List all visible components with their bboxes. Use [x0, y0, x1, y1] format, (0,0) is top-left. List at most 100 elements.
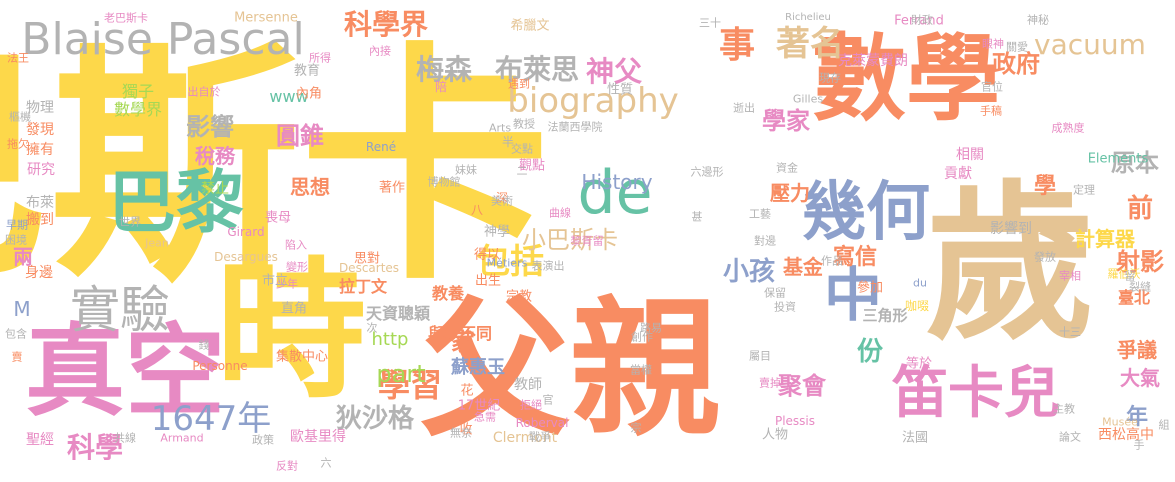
word-cloud-word: 交點	[511, 142, 533, 156]
word-cloud-word: 拒絕	[520, 398, 542, 412]
word-cloud-word: 半	[501, 135, 515, 149]
word-cloud-word: 屬目	[749, 349, 771, 363]
word-cloud-word: 賣掉	[759, 376, 781, 390]
word-cloud-word: History	[581, 170, 653, 194]
word-cloud-word: 早期	[6, 218, 28, 232]
word-cloud-word: 作品	[821, 254, 843, 268]
word-cloud-word: 歐基里得	[290, 429, 346, 445]
word-cloud-word: 保留	[764, 286, 786, 300]
word-cloud-word: 主教	[1053, 402, 1075, 416]
word-cloud-word: 臺北	[1117, 288, 1151, 307]
word-cloud-word: 時	[215, 245, 367, 419]
word-cloud-word: www	[269, 87, 309, 106]
word-cloud-word: 六	[320, 456, 332, 470]
word-cloud-word: 聖經	[26, 432, 54, 448]
word-cloud-word: 困境	[5, 233, 27, 247]
word-cloud-word: Richelieu	[785, 12, 831, 23]
word-cloud-word: 稅務	[195, 144, 235, 168]
word-cloud-word: Clermont	[492, 430, 558, 446]
word-cloud-word: du	[913, 276, 927, 290]
word-cloud-word: Plessis	[774, 414, 816, 428]
word-cloud-word: 喪母	[264, 210, 292, 226]
word-cloud-word: 原本	[1111, 149, 1159, 177]
word-cloud-word: 研究	[27, 162, 55, 178]
word-cloud-word: 市立	[261, 273, 289, 289]
word-cloud-word: 思想	[290, 175, 330, 199]
word-cloud-word: 羅伯沃	[1107, 267, 1141, 281]
word-cloud-word: 科學界	[343, 8, 429, 41]
word-cloud-word: 十三	[1059, 325, 1081, 339]
word-cloud-word: 真空	[25, 313, 225, 430]
word-cloud-word: 關愛	[1006, 40, 1028, 54]
word-cloud-word: 圓錐	[276, 122, 324, 150]
word-cloud-word: 拉丁文	[338, 277, 388, 296]
word-cloud-word: 人物	[761, 427, 789, 443]
word-cloud-word: 獨子	[121, 82, 155, 101]
word-cloud-word: 幾何	[802, 176, 930, 250]
word-cloud-word: 物理	[26, 100, 54, 116]
word-cloud-word: 三十	[699, 16, 721, 30]
word-cloud-word: 陪	[434, 80, 448, 94]
word-cloud-word: 得以	[473, 247, 501, 263]
word-cloud-word: 身邊	[25, 265, 53, 281]
word-cloud-word: 西松高中	[1098, 427, 1154, 443]
word-cloud-word: 擁有	[26, 142, 54, 158]
word-cloud-word: 變形	[286, 260, 308, 274]
word-cloud-word: 壓力	[770, 181, 810, 205]
word-cloud-word: 科學	[66, 431, 124, 464]
word-cloud-word: Métiers	[486, 256, 528, 270]
word-cloud-word: Descartes	[338, 261, 400, 275]
word-cloud-word: 財政	[911, 13, 933, 27]
word-cloud-word: 希臘文	[510, 18, 550, 34]
word-cloud-word: 神學	[483, 224, 511, 240]
word-cloud-word: 歲	[924, 166, 1096, 364]
word-cloud-word: 宗教	[505, 289, 533, 305]
word-cloud-word: 大氣	[1120, 366, 1160, 390]
word-cloud-word: 天資聰穎	[365, 304, 431, 323]
word-cloud-word: 無奈	[450, 426, 472, 440]
word-cloud-word: http	[371, 329, 409, 350]
word-cloud-word: Elements	[1087, 151, 1149, 167]
word-cloud-word: 克萊蒙費朗	[838, 53, 908, 69]
word-cloud-word: Jean	[145, 236, 169, 250]
word-cloud-word: 集散中心	[275, 349, 329, 365]
word-cloud-word: 等於	[905, 356, 933, 372]
word-cloud-word: Roberval	[515, 416, 569, 430]
word-cloud-word: 蘇惠玉	[451, 357, 505, 378]
word-cloud-word: Arts	[488, 121, 512, 135]
word-cloud-word: Armand	[160, 431, 204, 445]
word-cloud-word: 組	[1158, 418, 1170, 432]
word-cloud-word: 眼神	[982, 37, 1004, 51]
word-cloud-word: 神秘	[1027, 13, 1049, 27]
word-cloud-word: 對邊	[754, 234, 776, 248]
word-cloud-word: 深	[495, 191, 509, 205]
word-cloud-word: 遇到	[508, 77, 530, 91]
word-cloud-word: René	[365, 140, 397, 154]
word-cloud-word: 反對	[276, 459, 298, 473]
word-cloud-word: 二	[516, 164, 528, 178]
word-cloud-word: 美術	[491, 194, 513, 208]
word-cloud-word: 次	[366, 321, 378, 335]
word-cloud-word: 官	[542, 393, 554, 407]
word-cloud-word: 內接	[369, 44, 391, 58]
word-cloud-word: 性質	[606, 82, 634, 98]
word-cloud-word: 包括	[476, 242, 544, 282]
word-cloud-word: 巴黎	[107, 164, 245, 243]
word-cloud-word: 17世紀	[457, 398, 501, 414]
word-cloud-word: 博物館	[427, 175, 461, 189]
word-cloud-word: 布萊思	[494, 53, 580, 86]
word-cloud-word: 貢獻	[944, 166, 972, 182]
word-cloud-word: 中	[823, 261, 883, 329]
word-cloud-word: 笛卡兒	[892, 361, 1060, 426]
word-cloud-word: vacuum	[1034, 28, 1146, 61]
word-cloud-word: 布萊	[26, 195, 54, 211]
word-cloud-word: 學家	[762, 107, 810, 135]
word-cloud-word: part	[376, 360, 426, 388]
word-cloud-word: 學習	[377, 366, 443, 404]
word-cloud-word: 定理	[1073, 183, 1095, 197]
word-cloud-word: 巴斯卡	[0, 22, 550, 313]
word-cloud-word: 戰爭	[529, 430, 551, 444]
word-cloud-word: 發放	[1034, 250, 1056, 264]
word-cloud-word: 甚	[691, 210, 703, 224]
